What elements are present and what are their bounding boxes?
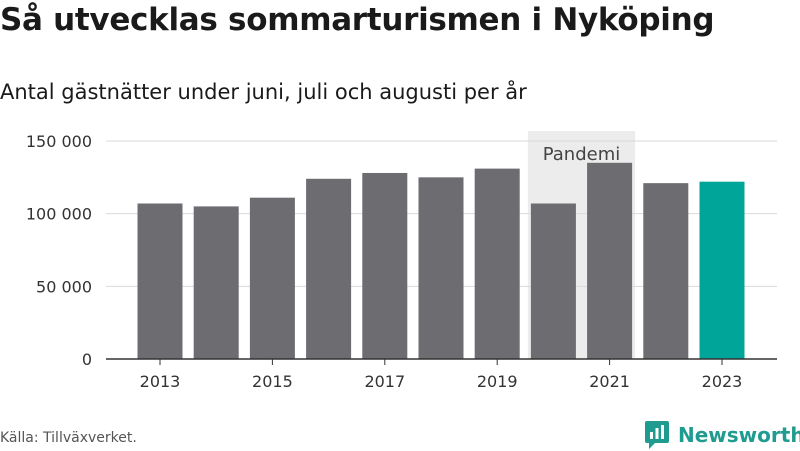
y-tick-label: 0: [82, 350, 92, 369]
y-tick-label: 50 000: [36, 277, 92, 296]
x-tick-label: 2015: [252, 372, 293, 391]
bar-2019: [474, 168, 520, 359]
bar-2016: [306, 178, 352, 359]
pandemic-label: Pandemi: [543, 144, 621, 165]
bar-2013: [137, 203, 183, 359]
bar-2021: [587, 162, 633, 359]
source-note: Källa: Tillväxverket.: [0, 430, 137, 446]
newsworthy-logo: Newsworthy: [644, 419, 800, 451]
bar-2017: [362, 172, 408, 359]
x-tick-label: 2013: [140, 372, 181, 391]
y-tick-label: 150 000: [26, 132, 92, 151]
x-tick-label: 2019: [477, 372, 518, 391]
bar-2015: [249, 197, 295, 359]
logo-text: Newsworthy: [678, 423, 800, 447]
x-tick-label: 2017: [364, 372, 405, 391]
bar-2018: [418, 177, 464, 359]
chart-title: Så utvecklas sommarturismen i Nyköping: [0, 2, 715, 38]
bar-2023: [699, 181, 745, 359]
bar-2014: [193, 206, 239, 359]
x-tick-label: 2021: [589, 372, 630, 391]
chart-bubble-icon: [645, 421, 669, 449]
y-tick-label: 100 000: [26, 205, 92, 224]
bar-2022: [643, 183, 689, 359]
chart-subtitle: Antal gästnätter under juni, juli och au…: [0, 80, 527, 104]
bar-2020: [530, 203, 576, 359]
x-tick-label: 2023: [702, 372, 743, 391]
bar-chart: 0 50 000 100 000 150 000 Pandemi 2013 2015 2017…: [26, 131, 777, 391]
